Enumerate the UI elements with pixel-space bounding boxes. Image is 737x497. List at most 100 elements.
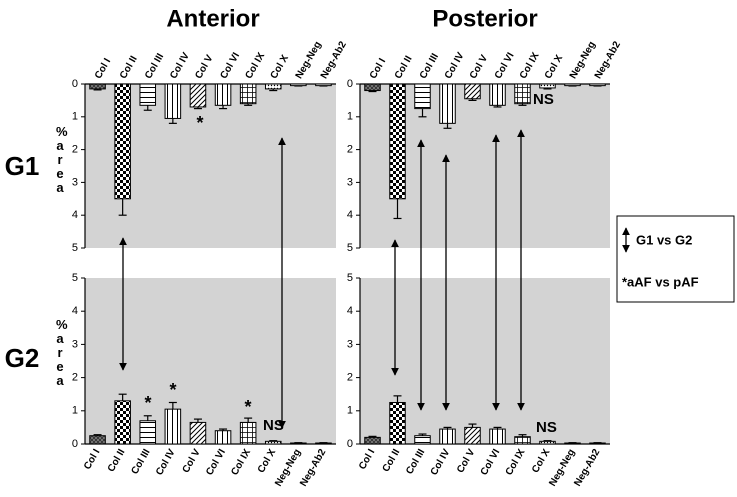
bar xyxy=(464,83,481,100)
category-label: Col II xyxy=(106,447,128,474)
y-axis-label: % area xyxy=(56,317,68,388)
y-tick-label: 3 xyxy=(347,176,353,188)
bar xyxy=(164,83,182,119)
y-tick-label: 4 xyxy=(347,209,353,221)
category-label: Col VI xyxy=(218,51,242,81)
bar xyxy=(389,83,406,200)
annotation: NS xyxy=(533,91,554,108)
category-label: Col I xyxy=(357,447,377,471)
bar xyxy=(489,83,506,106)
column-title: Anterior xyxy=(166,5,259,32)
y-axis-label: % area xyxy=(56,124,68,195)
category-label: Col IX xyxy=(504,447,528,477)
comparison-arrows xyxy=(119,129,525,429)
category-label: Col IV xyxy=(429,447,453,477)
annotation: * xyxy=(169,380,176,400)
category-label: Col IX xyxy=(518,50,542,80)
bar xyxy=(514,436,531,445)
annotation: NS xyxy=(263,417,284,434)
y-tick-label: 1 xyxy=(72,111,78,123)
bar xyxy=(89,435,106,445)
y-tick-label: 5 xyxy=(347,272,353,284)
bar xyxy=(139,83,157,106)
y-tick-label: 5 xyxy=(72,242,78,254)
y-tick-label: 0 xyxy=(347,438,353,450)
bar xyxy=(139,420,157,445)
y-tick-label: 3 xyxy=(72,338,78,350)
row-label: G2 xyxy=(5,343,40,373)
bar xyxy=(464,426,481,445)
bar xyxy=(564,83,581,87)
category-label: Col II xyxy=(118,54,140,81)
bar xyxy=(439,83,456,124)
annotation: * xyxy=(244,397,251,417)
y-tick-label: 2 xyxy=(347,372,353,384)
category-label: Col X xyxy=(543,53,565,81)
bar xyxy=(164,408,182,445)
category-label: Col V xyxy=(455,447,477,475)
bar xyxy=(89,83,106,90)
y-tick-label: 3 xyxy=(347,338,353,350)
bar xyxy=(290,83,307,87)
bar xyxy=(214,83,232,106)
category-label: Col III xyxy=(143,52,166,81)
bar xyxy=(114,83,131,200)
y-tick-label: 1 xyxy=(347,111,353,123)
bar xyxy=(239,421,257,445)
y-tick-label: 3 xyxy=(72,176,78,188)
bar xyxy=(414,83,431,110)
category-label: Col VI xyxy=(204,447,228,477)
category-label: Col I xyxy=(93,56,113,80)
category-label: Col V xyxy=(468,53,490,81)
row-label: G1 xyxy=(5,151,40,181)
y-tick-label: 2 xyxy=(72,372,78,384)
y-tick-label: 1 xyxy=(347,405,353,417)
bar xyxy=(589,83,606,87)
bar xyxy=(189,83,207,108)
y-tick-label: 5 xyxy=(72,272,78,284)
bar xyxy=(539,440,556,445)
category-label: Col I xyxy=(368,56,388,80)
y-tick-label: 2 xyxy=(72,144,78,156)
category-label: Col IX xyxy=(229,447,253,477)
legend-box xyxy=(616,215,735,303)
bar xyxy=(239,83,257,105)
bar xyxy=(214,430,232,445)
y-tick-label: 4 xyxy=(347,305,353,317)
category-label: Col V xyxy=(181,447,203,475)
annotation: * xyxy=(196,113,203,133)
y-tick-label: 5 xyxy=(347,242,353,254)
category-label: Col IX xyxy=(244,50,268,80)
bar xyxy=(414,435,431,445)
category-label: Col IV xyxy=(443,50,467,80)
bar xyxy=(315,442,332,445)
y-tick-label: 0 xyxy=(72,438,78,450)
bar xyxy=(539,83,556,89)
category-label: Col X xyxy=(269,53,291,81)
category-label: Col VI xyxy=(493,51,517,81)
category-label: Col I xyxy=(82,447,102,471)
annotation: NS xyxy=(536,419,557,436)
bar xyxy=(264,83,282,90)
bar xyxy=(189,421,207,445)
category-label: Col II xyxy=(393,54,415,81)
y-tick-label: 1 xyxy=(72,405,78,417)
y-tick-label: 4 xyxy=(72,209,78,221)
category-label: Col IV xyxy=(154,447,178,477)
bar xyxy=(389,402,406,445)
bar xyxy=(315,83,332,87)
y-tick-label: 4 xyxy=(72,305,78,317)
category-label: Col III xyxy=(418,52,441,81)
y-tick-label: 0 xyxy=(347,78,353,90)
category-label: Col V xyxy=(193,53,215,81)
category-label: Col X xyxy=(530,447,552,475)
legend-label: G1 vs G2 xyxy=(636,232,692,247)
bar xyxy=(514,83,531,105)
column-title: Posterior xyxy=(432,5,537,32)
bar xyxy=(364,436,381,445)
bar xyxy=(489,428,506,445)
annotation: * xyxy=(144,393,151,413)
bar xyxy=(290,442,307,445)
